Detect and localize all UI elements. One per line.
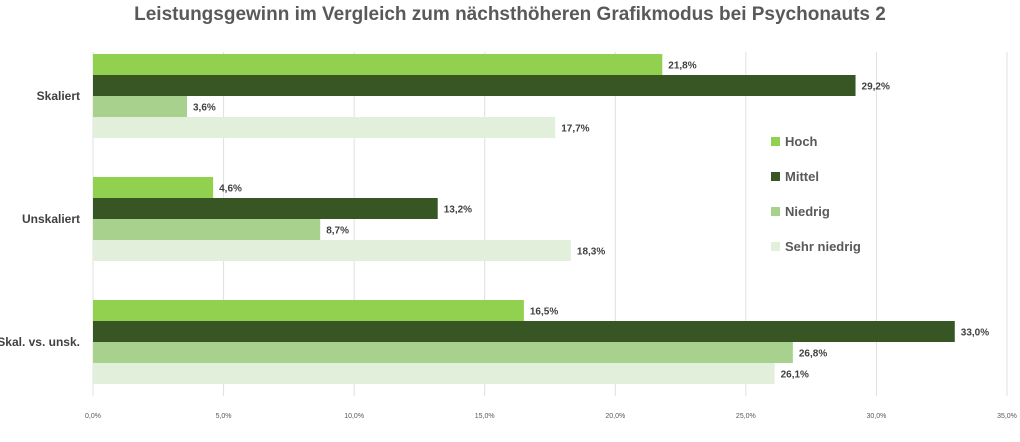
legend-label: Hoch (785, 134, 818, 149)
bar (93, 342, 793, 363)
bar (93, 177, 214, 198)
bar (93, 363, 775, 384)
data-label: 13,2% (444, 205, 472, 216)
data-label: 33,0% (961, 328, 989, 339)
bar (93, 321, 955, 342)
bar (93, 240, 571, 261)
x-tick-label: 15,0% (475, 413, 495, 420)
chart-title: Leistungsgewinn im Vergleich zum nächsth… (134, 4, 886, 25)
bar (93, 54, 663, 75)
legend-label: Sehr niedrig (785, 239, 861, 254)
legend-label: Mittel (785, 169, 819, 184)
data-label: 17,7% (561, 124, 589, 135)
data-label: 18,3% (577, 247, 605, 258)
data-label: 21,8% (668, 61, 696, 72)
legend-marker (771, 207, 780, 216)
data-label: 26,1% (781, 370, 809, 381)
x-tick-label: 20,0% (605, 413, 625, 420)
data-labels: 21,8% 29,2% 3,6% 17,7% 4,6% 13,2% 8,7% 18,3% 16,… (193, 61, 989, 381)
data-label: 8,7% (326, 226, 349, 237)
category-label: Skaliert (37, 89, 80, 103)
bars (93, 54, 955, 384)
data-label: 26,8% (799, 349, 827, 360)
x-tick-label: 25,0% (736, 413, 756, 420)
category-label: Unskaliert (22, 212, 80, 226)
bar (93, 96, 188, 117)
category-label: Skal. vs. unsk. (0, 335, 80, 349)
legend: Hoch Mittel Niedrig Sehr niedrig (771, 134, 861, 254)
data-label: 16,5% (530, 307, 558, 318)
x-tick-label: 35,0% (997, 413, 1017, 420)
x-tick-label: 5,0% (216, 413, 232, 420)
bar (93, 75, 856, 96)
data-label: 4,6% (219, 184, 242, 195)
legend-marker (771, 137, 780, 146)
x-tick-label: 0,0% (85, 413, 101, 420)
category-labels: Skaliert Unskaliert Skal. vs. unsk. (0, 89, 80, 349)
legend-marker (771, 242, 780, 251)
bar (93, 117, 556, 138)
x-tick-label: 10,0% (344, 413, 364, 420)
legend-marker (771, 172, 780, 181)
data-label: 29,2% (862, 82, 890, 93)
bar (93, 219, 321, 240)
x-tick-label: 30,0% (866, 413, 886, 420)
x-axis-tick-labels: 0,0% 5,0% 10,0% 15,0% 20,0% 25,0% 30,0% 35,0% (85, 413, 1017, 420)
bar (93, 198, 438, 219)
data-label: 3,6% (193, 103, 216, 114)
bar (93, 300, 524, 321)
legend-label: Niedrig (785, 204, 830, 219)
